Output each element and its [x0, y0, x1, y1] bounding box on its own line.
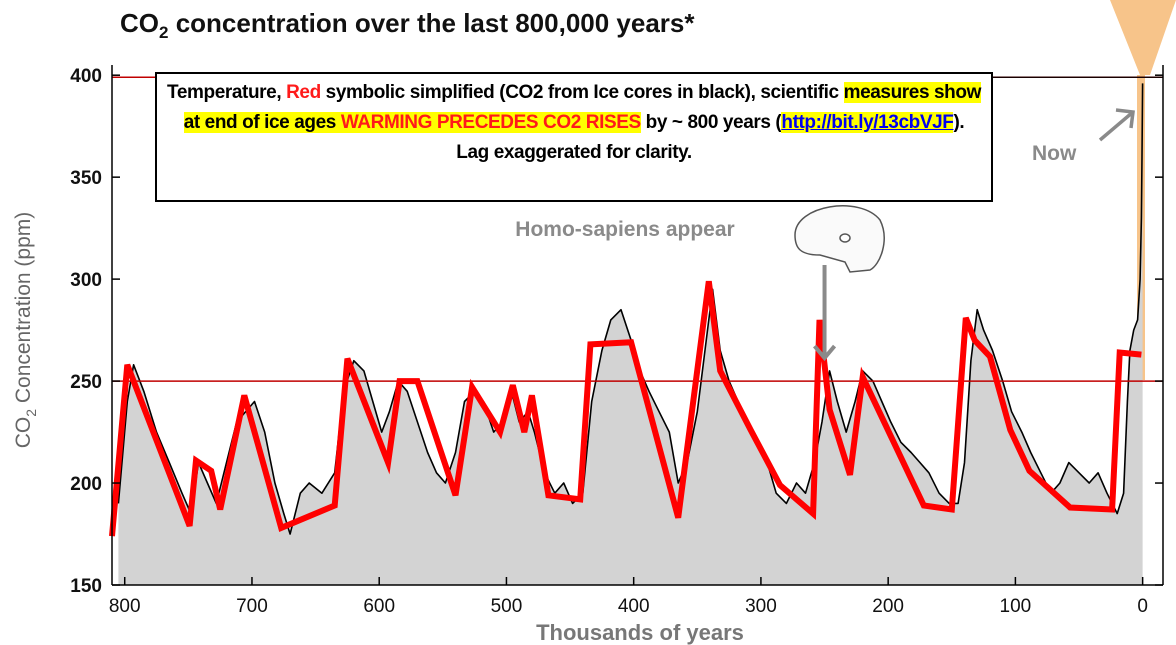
- y-label-subscript: 2: [23, 409, 39, 417]
- skull: [795, 206, 884, 272]
- annotation-box: Temperature, Red symbolic simplified (CO…: [155, 72, 993, 202]
- title-subscript: 2: [159, 23, 168, 42]
- x-tick-label: 600: [363, 596, 395, 617]
- x-tick-label: 300: [745, 596, 777, 617]
- box-text: Temperature,: [167, 82, 286, 103]
- box-link[interactable]: http://bit.ly/13cbVJF: [781, 112, 953, 133]
- y-label-text: Concentration (ppm): [12, 212, 35, 409]
- y-axis-label: CO2 Concentration (ppm): [12, 212, 39, 449]
- y-tick-label: 400: [70, 66, 102, 87]
- annotation: Homo-sapiens appear: [515, 218, 734, 241]
- page: CO2 concentration over the last 800,000 …: [0, 0, 1176, 645]
- x-tick-label: 400: [618, 596, 650, 617]
- y-tick-label: 150: [70, 576, 102, 597]
- x-tick-label: 0: [1137, 596, 1148, 617]
- y-label-text: CO: [12, 417, 35, 449]
- x-tick-label: 700: [236, 596, 268, 617]
- annotation: Now: [1032, 142, 1077, 165]
- x-axis-label: Thousands of years: [536, 620, 744, 645]
- x-tick-label: 500: [491, 596, 523, 617]
- now-wedge: [1110, 0, 1176, 75]
- box-text: symbolic simplified (CO2 from Ice cores …: [321, 82, 844, 103]
- y-tick-label: 300: [70, 270, 102, 291]
- x-tick-label: 800: [109, 596, 141, 617]
- y-tick-label: 250: [70, 372, 102, 393]
- box-text: Red: [286, 82, 321, 103]
- box-text-highlight: WARMING PRECEDES CO2 RISES: [341, 112, 641, 133]
- y-tick-label: 350: [70, 168, 102, 189]
- chart-title: CO2 concentration over the last 800,000 …: [120, 8, 695, 42]
- y-tick-label: 200: [70, 474, 102, 495]
- x-tick-label: 100: [1000, 596, 1032, 617]
- box-text: by ~ 800 years (: [641, 112, 782, 133]
- annotation-arrow: [1100, 110, 1133, 140]
- title-text: CO: [120, 8, 159, 38]
- title-text: concentration over the last 800,000 year…: [168, 8, 695, 38]
- x-tick-label: 200: [872, 596, 904, 617]
